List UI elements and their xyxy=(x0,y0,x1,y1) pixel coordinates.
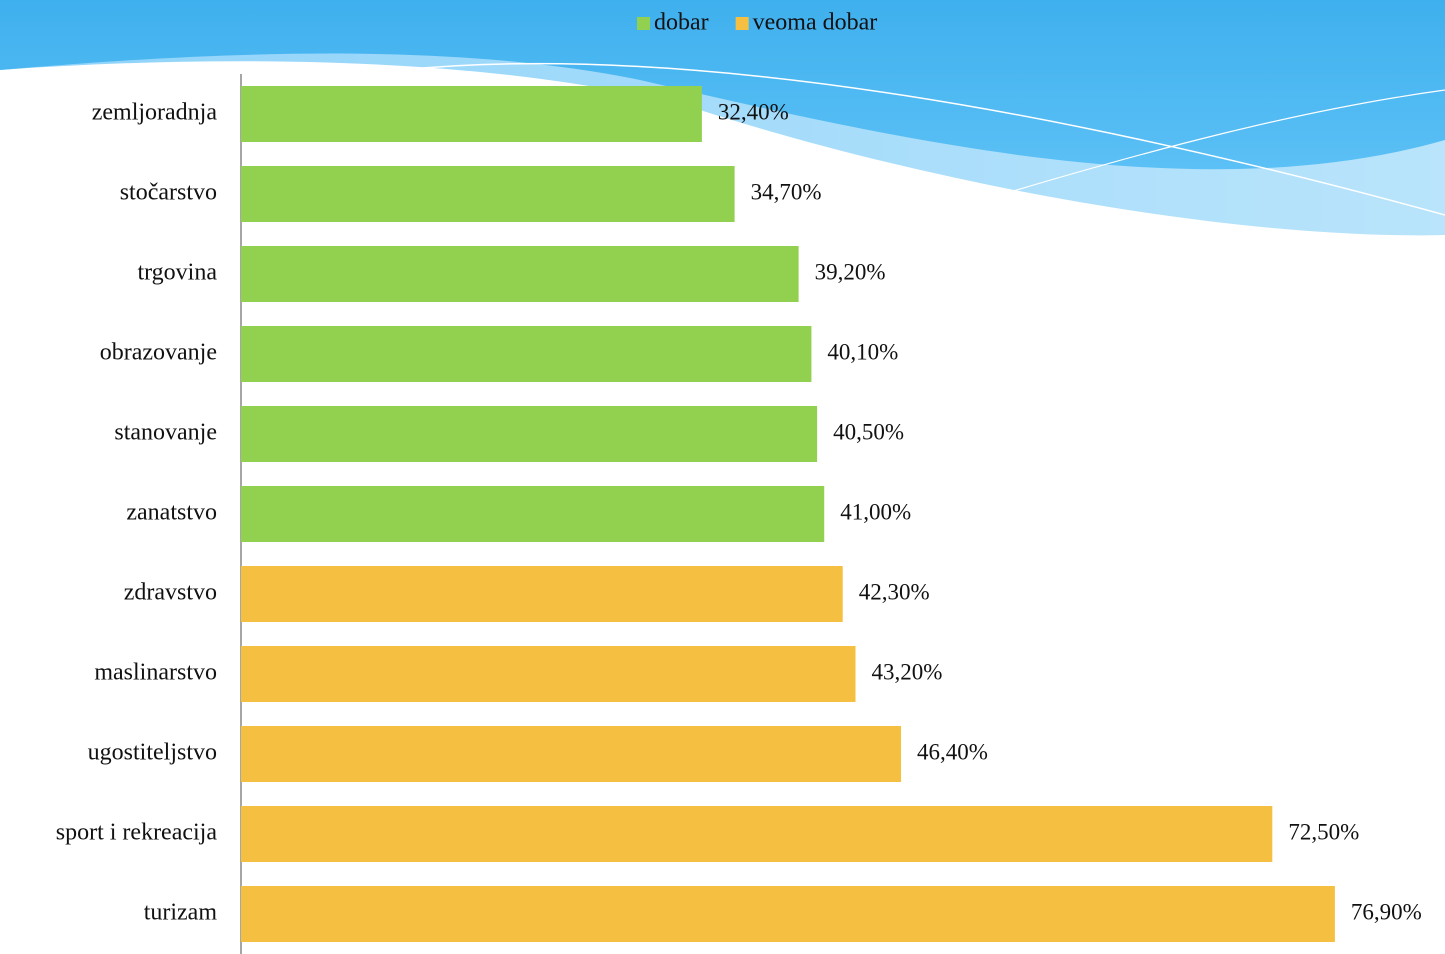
bar xyxy=(241,646,856,702)
bar xyxy=(241,166,735,222)
legend: dobar veoma dobar xyxy=(637,10,877,36)
data-label: 34,70% xyxy=(751,179,822,204)
y-tick-label: sport i rekreacija xyxy=(56,820,218,846)
data-label: 40,50% xyxy=(833,419,904,444)
y-tick-label: obrazovanje xyxy=(100,340,217,366)
bar xyxy=(241,566,843,622)
y-tick-label: stočarstvo xyxy=(120,180,217,206)
data-label: 40,10% xyxy=(827,339,898,364)
legend-swatch xyxy=(735,17,749,30)
y-tick-label: zdravstvo xyxy=(124,580,217,606)
bar xyxy=(241,246,799,302)
y-tick-label: zemljoradnja xyxy=(92,100,218,126)
data-label: 41,00% xyxy=(840,499,911,524)
bar xyxy=(241,806,1273,862)
y-tick-label: ugostiteljstvo xyxy=(88,740,217,766)
data-label: 72,50% xyxy=(1288,819,1359,844)
legend-label: veoma dobar xyxy=(753,10,878,36)
data-label: 32,40% xyxy=(718,99,789,124)
data-label: 42,30% xyxy=(859,579,930,604)
y-tick-label: zanatstvo xyxy=(126,500,217,526)
y-tick-label: turizam xyxy=(144,900,218,926)
bar xyxy=(241,886,1335,942)
bar xyxy=(241,406,818,462)
y-tick-label: maslinarstvo xyxy=(94,660,217,686)
data-label: 43,20% xyxy=(872,659,943,684)
bar xyxy=(241,726,902,782)
bar xyxy=(241,326,812,382)
data-label: 39,20% xyxy=(815,259,886,284)
bar xyxy=(241,486,825,542)
y-tick-label: trgovina xyxy=(137,260,217,286)
data-label: 76,90% xyxy=(1351,899,1422,924)
bar xyxy=(241,86,702,142)
header-background xyxy=(0,0,1445,236)
y-tick-label: stanovanje xyxy=(114,420,217,446)
legend-swatch xyxy=(637,17,650,30)
data-label: 46,40% xyxy=(917,739,988,764)
legend-label: dobar xyxy=(654,10,709,36)
